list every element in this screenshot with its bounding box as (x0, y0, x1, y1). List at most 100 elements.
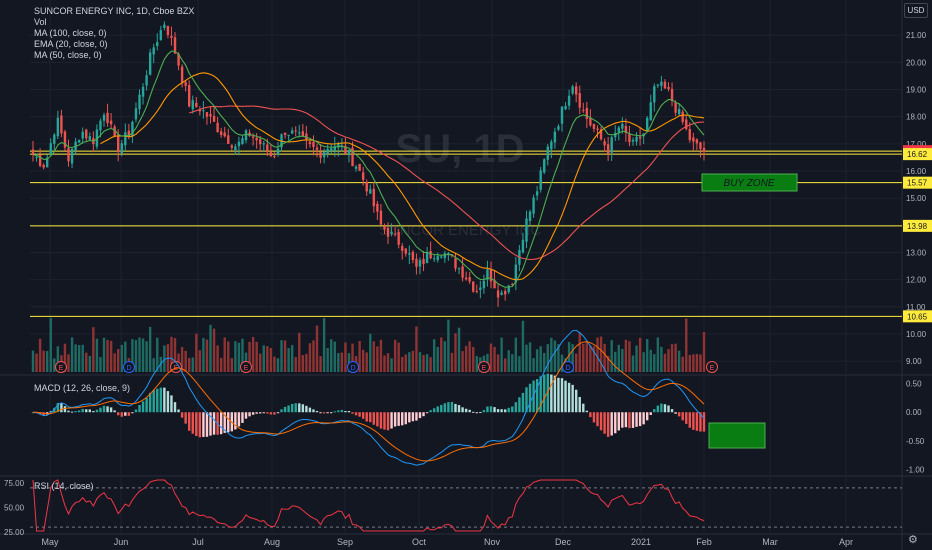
event-marker-label: D (126, 365, 131, 372)
macd-histogram-bar (333, 411, 336, 413)
candle-body (180, 66, 184, 83)
volume-bar (276, 358, 280, 372)
candle-body (113, 126, 116, 136)
volume-bar (283, 340, 287, 372)
candle-body (173, 37, 177, 54)
volume-bar (702, 331, 706, 372)
candle-body (31, 149, 35, 155)
currency-button[interactable]: USD (904, 3, 928, 18)
volume-bar (390, 358, 393, 372)
candle-body (482, 281, 486, 289)
event-marker-label: D (350, 365, 355, 372)
macd-histogram-bar (450, 401, 454, 413)
time-axis[interactable]: May Jun Jul Aug Sep Oct Nov Dec 2021 Feb Mar Apr (41, 537, 853, 547)
candle-body (585, 107, 589, 119)
macd-histogram-bar (269, 412, 273, 415)
macd-histogram-bar (624, 412, 628, 428)
candle-body (262, 143, 265, 145)
x-tick-label: Nov (484, 537, 501, 547)
candle-body (422, 258, 425, 265)
macd-histogram-bar (599, 412, 603, 431)
candle-body (685, 119, 688, 129)
macd-histogram-bar (369, 412, 372, 423)
macd-histogram-bar (681, 412, 684, 421)
candle-body (290, 130, 294, 134)
macd-histogram-bar (152, 390, 155, 413)
candle-body (631, 139, 635, 142)
volume-bar (667, 349, 670, 372)
macd-histogram-bar (354, 412, 358, 416)
candle-body (663, 81, 667, 89)
macd-histogram-bar (202, 412, 205, 437)
volume-bar (440, 337, 443, 372)
macd-histogram-bar (63, 406, 67, 413)
candle-body (124, 132, 127, 146)
buy-zone[interactable]: BUY ZONE (701, 173, 798, 192)
macd-histogram-bar (212, 412, 216, 435)
macd-histogram-bar (117, 412, 120, 416)
candle-body (681, 111, 684, 123)
volume-bar (301, 355, 305, 372)
macd-histogram-bar (298, 403, 301, 413)
volume-bar (464, 345, 468, 372)
ema20-line (32, 50, 705, 288)
candle-body (60, 115, 63, 134)
macd-histogram-bar (42, 412, 45, 416)
macd-histogram-bar (553, 375, 557, 413)
candle-body (312, 141, 315, 148)
price-tick-label: 15.00 (906, 194, 927, 203)
macd-histogram-bar (188, 412, 191, 431)
macd-histogram-bar (543, 374, 546, 413)
price-axis[interactable]: 21.0020.0019.0018.0017.0016.0015.0014.00… (4, 31, 932, 537)
macd-histogram-bar (496, 409, 500, 413)
volume-bar (660, 346, 663, 372)
candle-body (436, 256, 439, 261)
volume-bar (447, 319, 450, 372)
macd-histogram-bar (77, 410, 81, 413)
volume-bar (290, 345, 294, 372)
candle-body (440, 256, 443, 258)
macd-histogram-bar (472, 411, 475, 413)
candle-body (532, 197, 535, 214)
candle-body (42, 164, 45, 168)
macd-histogram-bar (283, 406, 287, 413)
macd-tick-label: -1.00 (906, 465, 925, 474)
candle-body (408, 253, 411, 255)
candle-body (383, 226, 386, 230)
macd-histogram-bar (198, 412, 202, 438)
candle-body (677, 109, 681, 115)
volume-bar (503, 358, 507, 372)
level-tag-label: 13.98 (907, 222, 928, 231)
volume-bar (191, 357, 194, 372)
volume-bar (567, 341, 571, 372)
candle-body (219, 131, 223, 136)
volume-bar (365, 352, 368, 372)
macd-histogram-bar (340, 409, 344, 413)
candle-body (386, 227, 390, 237)
macd-histogram-bar (468, 409, 471, 413)
macd-histogram-bar (546, 373, 549, 413)
macd-histogram-bar (663, 404, 667, 413)
macd-histogram-bar (404, 412, 407, 425)
macd-histogram-bar (621, 412, 624, 428)
candle-body (184, 82, 187, 86)
candle-body (571, 86, 574, 94)
candle-body (117, 134, 120, 153)
volume-bar (582, 343, 585, 372)
candle-body (227, 135, 230, 144)
candle-body (241, 138, 244, 145)
candle-body (177, 53, 180, 66)
candle-body (251, 136, 255, 138)
price-tick-label: 9.00 (906, 357, 922, 366)
macd-histogram-bar (461, 407, 464, 413)
volume-bar (344, 342, 347, 372)
volume-bar (92, 327, 95, 372)
volume-bar (198, 350, 202, 372)
gear-icon[interactable]: ⚙ (908, 534, 918, 546)
volume-bar (241, 338, 244, 372)
candle-body (269, 152, 273, 157)
macd-histogram-bar (191, 412, 194, 434)
volume-bar (351, 343, 354, 372)
